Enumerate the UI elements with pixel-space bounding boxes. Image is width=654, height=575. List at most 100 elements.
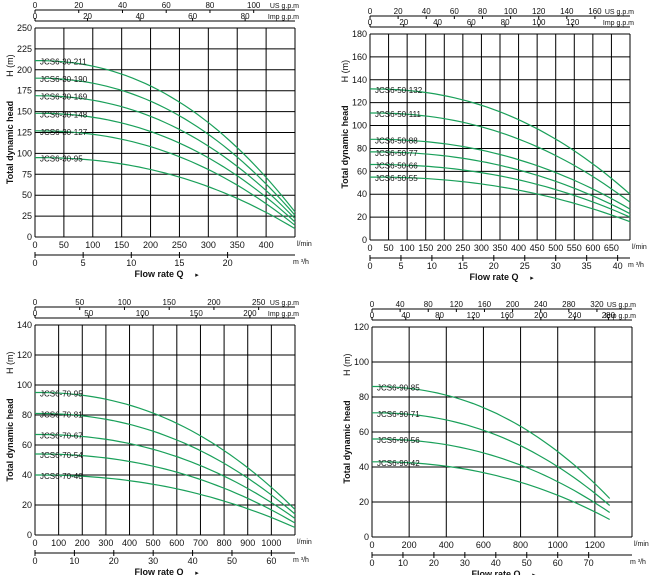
x-tick-label-m3h: 20 [489,261,499,271]
y-axis-title: Total dynamic head [5,398,15,481]
us-gpm-tick-label: 160 [588,7,602,16]
y-tick-label: 100 [17,380,32,390]
us-gpm-tick-label: 0 [33,1,38,10]
imp-gpm-tick-label: 240 [568,311,582,320]
x-tick-label-lmin: 800 [513,540,528,550]
us-gpm-tick-label: 80 [424,300,433,309]
y-tick-label: 0 [27,232,32,242]
x-tick-label-lmin: 800 [217,538,232,548]
x-tick-label-lmin: 0 [369,540,374,550]
y-tick-label: 160 [352,52,367,62]
x-tick-label-lmin: 700 [193,538,208,548]
y-tick-label: 50 [22,190,32,200]
us-gpm-tick-label: 60 [162,1,171,10]
imp-gpm-tick-label: 50 [84,309,93,318]
x-tick-label-m3h: 30 [551,261,561,271]
us-gpm-tick-label: 120 [450,300,464,309]
x-tick-label-lmin: 350 [230,240,245,250]
y-axis-unit: H (m) [342,354,352,377]
imp-gpm-tick-label: 20 [83,12,92,21]
us-gpm-tick-label: 0 [368,7,373,16]
y-tick-label: 180 [352,29,367,39]
curve-label: JCS6-90-56 [377,436,420,445]
x-axis-title: Flow rate Q [134,567,183,575]
x-tick-label-m3h: 20 [223,258,233,268]
x-tick-label-lmin: 350 [492,243,507,253]
pump-curve-JCS6-50-111 [370,112,631,203]
y-tick-label: 20 [22,500,32,510]
x-tick-label-m3h: 15 [458,261,468,271]
pump-curve-JCS6-90-56 [372,438,611,513]
us-gpm-tick-label: 0 [33,298,38,307]
y-tick-label: 0 [362,235,367,245]
x-tick-label-lmin: 0 [367,243,372,253]
y-tick-label: 140 [17,320,32,330]
x-tick-label-lmin: 50 [59,240,69,250]
x-tick-label-lmin: 300 [201,240,216,250]
imp-gpm-tick-label: 200 [243,309,257,318]
pump-curve-JCS6-30-211 [35,59,296,213]
us-gpm-tick-label: 280 [562,300,576,309]
curve-label: JCS6-50-66 [375,161,418,170]
curve-label: JCS6-90-71 [377,410,420,419]
curve-label: JCS6-50-111 [375,110,422,119]
curve-label: JCS6-70-67 [40,432,83,441]
x-tick-label-lmin: 200 [75,538,90,548]
x-tick-label-m3h: 60 [553,558,563,568]
imp-gpm-tick-label: 0 [368,18,373,27]
imp-gpm-tick-label: 100 [532,18,546,27]
y-axis-unit: H (m) [340,60,350,83]
imp-gpm-tick-label: 40 [136,12,145,21]
x-tick-label-m3h: 60 [266,556,276,566]
y-tick-label: 40 [357,189,367,199]
curve-label: JCS6-30-211 [40,58,87,67]
y-tick-label: 20 [357,212,367,222]
imp-gpm-tick-label: 100 [136,309,150,318]
x-tick-label-lmin: 200 [143,240,158,250]
us-gpm-tick-label: 60 [450,7,459,16]
y-tick-label: 100 [352,121,367,131]
x-tick-label-m3h: 0 [32,556,37,566]
x-tick-label-m3h: 10 [126,258,136,268]
x-tick-label-lmin: 50 [384,243,394,253]
curve-label: JCS6-90-42 [377,459,420,468]
imp-gpm-unit: Imp g.p.m [268,14,299,21]
x-tick-label-lmin: 400 [511,243,526,253]
y-tick-label: 80 [357,143,367,153]
y-tick-label: 200 [17,65,32,75]
x-tick-label-lmin: 1200 [585,540,605,550]
y-tick-label: 40 [359,462,369,472]
curve-label: JCS6-50-88 [375,136,418,145]
y-tick-label: 100 [17,148,32,158]
imp-gpm-tick-label: 80 [501,18,510,27]
us-gpm-tick-label: 20 [74,1,83,10]
pump-curve-JCS6-50-132 [369,88,631,195]
us-gpm-tick-label: 140 [560,7,574,16]
us-gpm-tick-label: 150 [163,298,177,307]
us-gpm-tick-label: 0 [370,300,375,309]
y-tick-label: 0 [364,532,369,542]
y-tick-label: 225 [17,44,32,54]
x-tick-label-m3h: 0 [369,558,374,568]
pump-curve-JCS6-70-54 [35,453,296,524]
pump-curve-JCS6-30-95 [35,157,296,230]
y-tick-label: 150 [17,107,32,117]
pump-curve-JCS6-70-67 [35,433,296,519]
x-tick-label-lmin: 650 [604,243,619,253]
imp-gpm-tick-label: 0 [33,12,38,21]
x-tick-label-lmin: 400 [259,240,274,250]
x-axis-arrow-icon: ▸ [195,272,199,279]
x-tick-label-lmin: 200 [402,540,417,550]
y-tick-label: 140 [352,75,367,85]
x-tick-label-m3h: 70 [584,558,594,568]
pump-curve-JCS6-50-55 [370,176,631,223]
imp-gpm-tick-label: 0 [33,309,38,318]
y-tick-label: 120 [17,350,32,360]
us-gpm-tick-label: 320 [590,300,604,309]
pump-curve-JCS6-70-81 [35,412,296,515]
y-tick-label: 120 [354,322,369,332]
x-tick-label-lmin: 250 [455,243,470,253]
x-tick-label-lmin: 400 [122,538,137,548]
